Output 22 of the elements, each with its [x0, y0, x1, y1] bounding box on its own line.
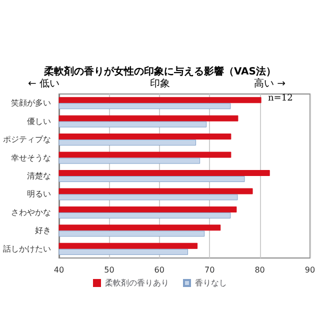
legend-label: 柔軟剤の香りあり	[105, 278, 169, 288]
x-tick-label: 60	[154, 266, 164, 274]
y-tick-label: 明るい	[27, 190, 51, 199]
text: 印象	[150, 78, 170, 90]
x-tick-label: 40	[54, 266, 64, 274]
y-tick-label: さわやかな	[11, 208, 51, 217]
x-tick-label: 90	[304, 266, 316, 274]
x-tick-label: 80	[254, 266, 265, 274]
x-tick-label: 70	[204, 266, 215, 274]
legend-label: 香りなし	[195, 278, 227, 288]
y-tick-label: ポジティブな	[3, 135, 51, 144]
y-tick-label: 幸せそうな	[11, 153, 51, 162]
text: ← 低い	[28, 78, 60, 90]
y-tick-label: 話しかけたい	[3, 244, 51, 254]
y-tick-label: 好き	[35, 226, 51, 236]
y-tick-label: 笑顔が多い	[11, 98, 51, 108]
text: 高い →	[254, 78, 286, 90]
annotation: n=12	[268, 94, 293, 104]
y-tick-label: 清楚な	[27, 172, 51, 180]
x-tick-label: 50	[104, 266, 114, 274]
chart-title: 柔軟剤の香りが女性の印象に与える影響（VAS法）	[42, 66, 276, 78]
y-tick-label: 優しい	[27, 116, 51, 126]
